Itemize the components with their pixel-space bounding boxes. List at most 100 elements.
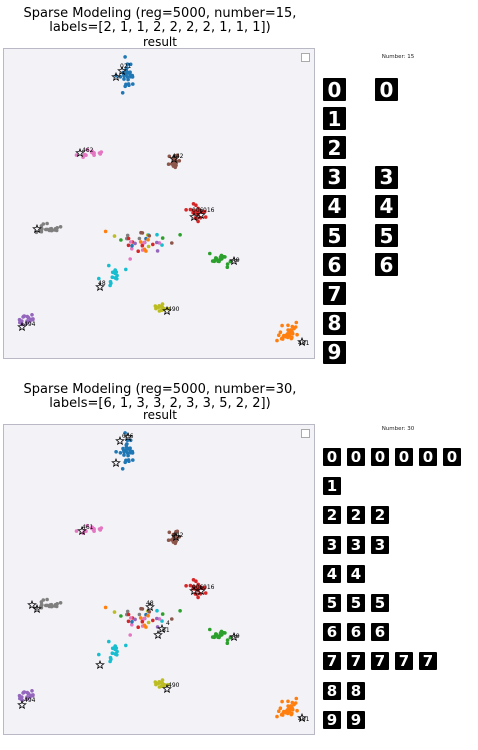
data-point (126, 243, 131, 248)
exemplar-star-marker (111, 457, 121, 468)
data-point (29, 693, 33, 698)
digit-thumbnail-2: 2 (323, 136, 346, 160)
digit-thumbnail-6: 6 (323, 253, 346, 277)
data-point (286, 323, 290, 328)
data-point (218, 632, 223, 637)
data-point (278, 706, 283, 710)
data-point (85, 147, 89, 152)
data-point (140, 619, 145, 624)
data-point (125, 75, 130, 79)
data-point (113, 268, 117, 272)
data-point (20, 319, 24, 323)
data-point (160, 612, 165, 616)
data-point (290, 335, 294, 340)
data-point (108, 659, 112, 664)
digit-thumbnail-4: 4 (323, 194, 346, 218)
data-point (121, 446, 125, 451)
data-point (123, 460, 127, 465)
data-point (178, 609, 182, 613)
digit-thumbnail-5: 5 (323, 594, 341, 612)
data-point (129, 240, 133, 244)
data-point (188, 207, 193, 212)
data-point (170, 617, 174, 621)
data-point (156, 681, 161, 686)
data-point (166, 538, 171, 542)
data-point (170, 241, 174, 245)
data-point (126, 458, 131, 462)
data-point (45, 227, 49, 232)
legend-toggle-1[interactable] (301, 53, 310, 62)
annotation-label: 61 (162, 627, 170, 634)
data-point (26, 691, 31, 696)
data-point (124, 267, 128, 272)
data-point (212, 635, 217, 640)
exemplar-star-marker (77, 525, 87, 536)
data-point (153, 680, 158, 684)
exemplar-star-marker (117, 65, 127, 76)
annotation-label: 006 (192, 207, 204, 214)
digit-thumbnail-6: 6 (323, 623, 341, 642)
data-point (128, 633, 132, 637)
data-point (131, 82, 135, 86)
scatter-plot-1: 021 462 442 006 016 48 49 490 401 494 (3, 48, 315, 359)
figure-1-subtitle: result (143, 35, 177, 49)
data-point (289, 329, 294, 334)
data-point (110, 275, 115, 279)
data-point (45, 221, 49, 226)
data-point (167, 530, 172, 535)
data-point (108, 283, 112, 288)
legend-toggle-2[interactable] (301, 429, 310, 438)
data-point (99, 526, 104, 530)
exemplar-star-marker (75, 147, 85, 158)
data-point (126, 453, 130, 458)
exemplar-star-marker (297, 336, 307, 347)
data-point (130, 73, 135, 78)
data-point (292, 326, 296, 331)
data-point (112, 610, 117, 614)
exemplar-star-marker (111, 71, 121, 82)
data-point (108, 655, 113, 660)
data-point (275, 714, 279, 719)
exemplar-star-marker (95, 659, 105, 670)
digit-thumbnail-0: 0 (323, 448, 341, 466)
digit-thumbnail-8: 8 (323, 681, 341, 700)
data-point (280, 337, 285, 341)
data-point (280, 699, 284, 704)
data-point (151, 618, 155, 623)
exemplar-star-marker (196, 209, 206, 220)
annotation-label: 016 (203, 207, 215, 214)
digit-thumbnail-9: 9 (323, 340, 346, 364)
data-point (292, 702, 296, 707)
data-point (146, 620, 151, 625)
exemplar-star-marker (169, 153, 179, 164)
data-point (225, 641, 230, 645)
digit-thumbnail-2: 2 (323, 506, 341, 525)
data-point (126, 612, 131, 617)
annotation-label: 490 (168, 306, 180, 313)
data-point (160, 678, 165, 682)
data-point (38, 229, 43, 233)
annotation-label: 4 (166, 620, 170, 627)
figure-1-title-line2: labels=[2, 1, 1, 2, 2, 2, 2, 1, 1, 1]) (49, 20, 271, 35)
data-point (177, 159, 182, 163)
data-point (85, 523, 89, 528)
data-point (131, 458, 135, 462)
data-point (151, 242, 155, 247)
data-point (113, 644, 117, 648)
digit-thumbnail-7: 7 (323, 282, 346, 306)
data-point (196, 219, 200, 224)
data-point (84, 153, 88, 157)
data-point (58, 225, 63, 229)
digit-thumbnail-9: 9 (323, 710, 341, 729)
data-point (108, 279, 113, 284)
data-point (55, 226, 59, 230)
digit-thumbnail-0: 0 (443, 448, 461, 466)
data-point (208, 627, 212, 632)
data-point (167, 154, 172, 159)
data-point (130, 620, 134, 624)
data-point (160, 681, 165, 686)
data-point (58, 601, 63, 605)
exemplar-star-marker (27, 599, 37, 610)
data-point (294, 696, 299, 701)
data-point (184, 584, 188, 588)
